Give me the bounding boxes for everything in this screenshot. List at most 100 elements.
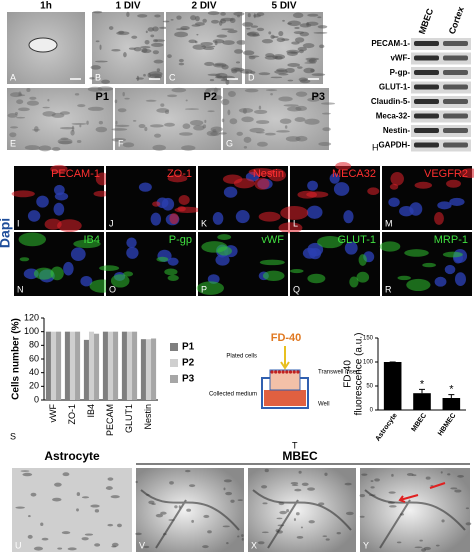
cell [359,493,366,498]
cell [465,507,470,510]
cell [246,27,251,30]
nucleus [212,212,224,225]
bar [83,339,89,400]
cell [227,29,238,34]
cell [33,546,43,551]
cell [124,97,130,100]
plated-cell [285,370,289,374]
panel-label: L [293,218,298,228]
cell [423,546,431,551]
cell [287,63,301,67]
stain [167,174,188,183]
passage-label: P1 [96,91,109,103]
cell [117,108,127,113]
nucleus [138,182,152,192]
cell [148,71,163,77]
cell [62,472,70,477]
bar [88,331,95,400]
cell [278,30,284,37]
cell [156,108,170,113]
nucleus [434,276,447,287]
cell [202,124,207,129]
cell [294,117,306,123]
nucleus [437,201,452,210]
cell [241,116,254,123]
cell [295,512,300,516]
cell [345,511,354,516]
cell [296,536,304,539]
y-tick-label: 60 [29,353,39,363]
cell [370,480,374,483]
marker-label: vWF [261,234,284,246]
cell [135,480,138,484]
column-title: 2 DIV [191,1,216,12]
band [443,113,468,119]
cell [188,39,197,44]
cell [238,108,254,113]
band [443,70,468,75]
cell [321,102,336,105]
stain [18,232,47,247]
cell [151,503,156,505]
cell [294,26,300,30]
cell [236,131,243,136]
cell [307,97,320,102]
nucleus [223,186,238,198]
cell [319,44,325,49]
stain [258,211,281,222]
cell [465,522,472,526]
cell [122,142,135,148]
cell [111,49,121,52]
panel-label: M [385,218,393,228]
cell [235,61,241,64]
panel-label: F [118,138,124,148]
cell [258,105,262,110]
cell [24,145,40,151]
bar [56,331,62,400]
bar [442,398,461,410]
cell [90,65,101,70]
cell [186,508,192,512]
band [443,128,468,133]
column-title: Astrocyte [44,449,100,463]
y-tick-label: 50 [366,384,373,390]
cell [270,92,273,96]
legend-label: P3 [182,374,195,385]
marker-label: GLUT-1 [337,234,376,246]
y-tick-label: 40 [29,367,39,377]
band [414,70,439,75]
cell [223,479,232,483]
cell [361,473,368,476]
marker-label: PECAM-1 [51,168,100,180]
cell [237,14,241,18]
cell [216,34,228,38]
cell [457,474,464,478]
bar [50,331,57,400]
cell [344,482,352,486]
nucleus [150,212,162,226]
cell [196,33,199,36]
stain [73,239,101,249]
nucleus [80,275,93,287]
column-title: 5 DIV [271,1,296,12]
stain [335,161,352,171]
cell [295,135,308,142]
significance: * [420,378,425,390]
cell [98,120,103,125]
plated-cell [292,370,296,374]
cell [229,118,238,125]
cell [435,544,440,547]
stain [123,271,134,277]
cell [213,87,218,94]
nucleus [306,205,323,219]
stain [169,213,179,225]
cell [18,107,30,112]
cell [322,127,331,132]
band [414,113,439,119]
cell [87,106,104,111]
cell [192,44,207,50]
cell [144,126,148,132]
micrograph [360,468,470,552]
cell [246,32,257,36]
